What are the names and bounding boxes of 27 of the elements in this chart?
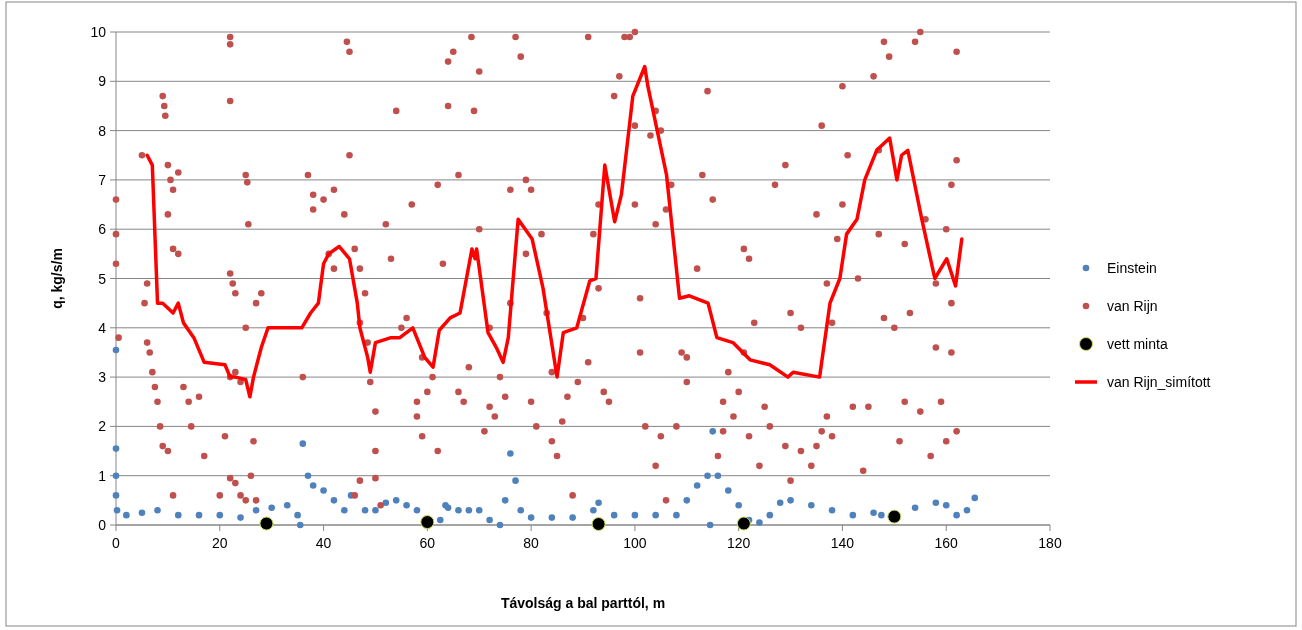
x-tick-label: 0 [112, 535, 121, 551]
x-tick-label: 80 [523, 535, 540, 551]
x-axis-title: Távolság a bal parttól, m [500, 595, 666, 611]
y-tick-label: 8 [98, 122, 107, 139]
y-tick-label: 2 [98, 418, 107, 435]
legend-label: vett minta [1107, 336, 1168, 352]
y-tick-label: 4 [98, 319, 107, 336]
x-tick-label: 40 [315, 535, 332, 551]
y-tick-label: 10 [90, 24, 107, 40]
y-tick-label: 0 [98, 517, 107, 533]
legend-label: Einstein [1107, 260, 1157, 276]
x-tick-label: 60 [419, 535, 436, 551]
y-tick-label: 9 [98, 73, 107, 90]
y-tick-label: 5 [98, 270, 107, 287]
x-tick-label: 140 [830, 535, 855, 551]
y-tick-label: 1 [98, 467, 107, 484]
y-tick-label: 6 [98, 221, 107, 238]
legend-label: van Rijn [1107, 298, 1158, 314]
x-tick-label: 20 [211, 535, 228, 551]
y-tick-label: 7 [98, 171, 107, 188]
y-axis-title: q, kg/s/m [49, 248, 65, 309]
x-tick-label: 180 [1038, 535, 1062, 551]
x-tick-label: 100 [623, 535, 647, 551]
legend-label: van Rijn_simított [1107, 374, 1211, 390]
x-tick-label: 120 [726, 535, 751, 551]
x-tick-label: 160 [934, 535, 959, 551]
y-tick-label: 3 [98, 369, 107, 386]
